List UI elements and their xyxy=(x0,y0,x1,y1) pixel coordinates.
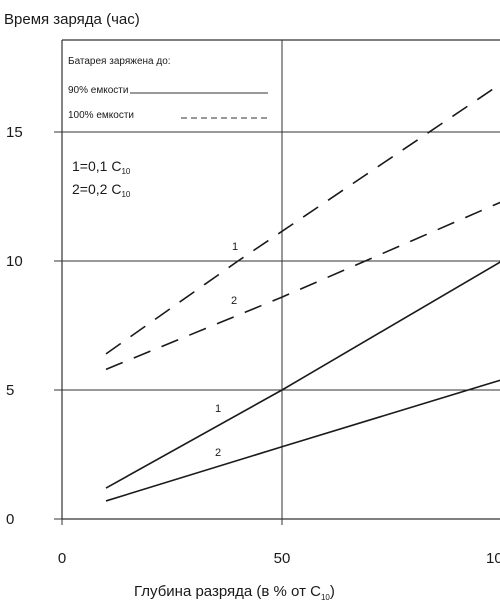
x-tick-label: 100 xyxy=(486,550,500,567)
series-line-solid-1 xyxy=(105,261,500,489)
series-line-dashed-1 xyxy=(105,83,500,355)
series-label: 1 xyxy=(215,403,221,415)
legend-label: 90% емкости xyxy=(68,85,128,96)
y-tick-label: 0 xyxy=(6,511,14,528)
y-tick-label: 15 xyxy=(6,124,23,141)
series-line-solid-2 xyxy=(105,379,500,502)
series-label: 2 xyxy=(215,447,221,459)
chart-title: Время заряда (час) xyxy=(4,11,140,28)
series-line-dashed-2 xyxy=(105,201,500,371)
series-label: 2 xyxy=(231,295,237,307)
x-axis-label: Глубина разряда (в % от C10) xyxy=(134,583,335,602)
y-tick-label: 5 xyxy=(6,382,14,399)
y-tick-label: 10 xyxy=(6,253,23,270)
x-tick-label: 0 xyxy=(58,550,66,567)
legend-header: Батарея заряжена до: xyxy=(68,56,171,67)
series-label: 1 xyxy=(232,241,238,253)
legend-note: 2=0,2 C10 xyxy=(72,181,131,199)
legend-note: 1=0,1 C10 xyxy=(72,158,131,176)
legend-label: 100% емкости xyxy=(68,110,134,121)
x-tick-label: 50 xyxy=(274,550,291,567)
